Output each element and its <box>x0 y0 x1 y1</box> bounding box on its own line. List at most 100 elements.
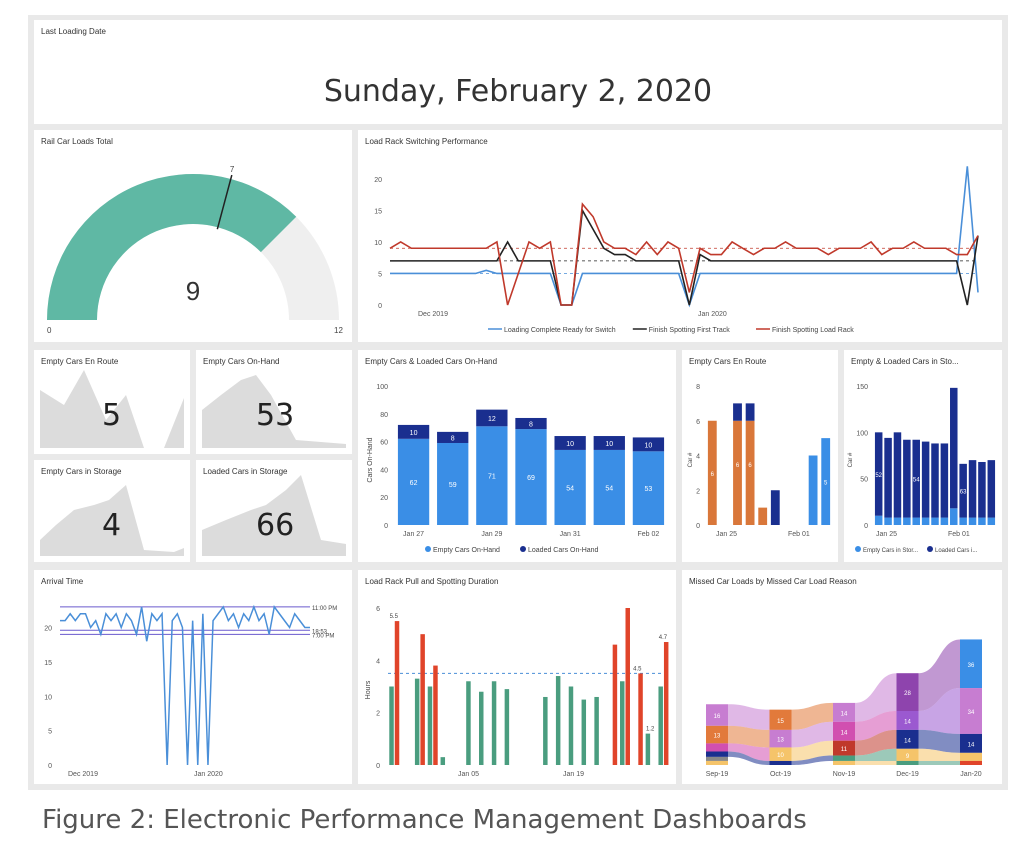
ribbon-band <box>728 743 770 761</box>
bar-pull <box>466 681 471 765</box>
series-line <box>390 207 979 306</box>
card-title: Loaded Cars in Storage <box>203 467 288 476</box>
ribbon-band <box>728 751 770 765</box>
y-tick-label: 10 <box>374 240 382 247</box>
empty-cars-en-route-card[interactable]: Empty Cars En Route 5 <box>34 350 190 454</box>
storage-chart-tile[interactable]: Empty & Loaded Cars in Sto... 0 50 100 150 C… <box>844 350 1002 562</box>
en-route-chart-tile[interactable]: Empty Cars En Route 0 2 4 6 8 Car # 6 6 6 5 Jan 25… <box>682 350 838 562</box>
y-tick-label: 80 <box>380 412 388 419</box>
ribbon-band <box>918 688 960 734</box>
loaded-cars-in-storage-card[interactable]: Loaded Cars in Storage 66 <box>196 460 352 562</box>
bar-label: 59 <box>449 482 457 489</box>
bar-pull <box>645 733 651 765</box>
ribbon-band <box>855 673 897 722</box>
x-tick-label: Jan 25 <box>716 531 737 538</box>
ribbon-segment <box>706 751 728 757</box>
segment-label: 13 <box>777 738 784 744</box>
bar-loaded <box>978 461 986 518</box>
segment-label: 16 <box>714 714 721 720</box>
bar-label: 8 <box>451 435 455 442</box>
bar-pull <box>427 686 433 765</box>
x-tick-label: Jan-20 <box>960 771 982 778</box>
figure-caption: Figure 2: Electronic Performance Managem… <box>42 805 807 835</box>
segment-label: 36 <box>968 663 975 669</box>
bar-label: 62 <box>410 480 418 487</box>
ribbon-segment <box>833 760 855 765</box>
ribbon-segment <box>769 760 792 765</box>
arrival-time-tile[interactable]: Arrival Time 0 5 10 15 20 11:00 PM 18:53 7:00 P… <box>34 570 352 784</box>
legend-dot <box>425 546 431 552</box>
bar-loaded <box>921 441 930 518</box>
bar-segment <box>733 403 742 421</box>
x-tick-label: Jan 29 <box>481 531 502 538</box>
empty-cars-in-storage-card[interactable]: Empty Cars in Storage 4 <box>34 460 190 562</box>
series-line <box>60 604 310 766</box>
x-tick-label: Jan 25 <box>876 531 897 538</box>
segment-label: 14 <box>968 742 975 748</box>
bar-spotting <box>433 665 438 765</box>
y-tick-label: 0 <box>48 763 52 770</box>
chart-title: Empty Cars En Route <box>689 357 767 366</box>
missed-car-loads-tile[interactable]: Missed Car Loads by Missed Car Load Reas… <box>682 570 1002 784</box>
bar-segment <box>770 490 780 525</box>
y-tick-label: 5 <box>378 271 382 278</box>
bar-loaded <box>959 463 967 518</box>
legend-label: Finish Spotting First Track <box>649 327 730 334</box>
card-title: Last Loading Date <box>41 27 106 36</box>
gauge-value: 9 <box>186 276 200 306</box>
cars-on-hand-tile[interactable]: Empty Cars & Loaded Cars On-Hand 0 20 40 60… <box>358 350 676 562</box>
bar-segment <box>808 455 818 525</box>
ribbon-segment <box>833 721 855 741</box>
ribbon-segment <box>706 760 728 765</box>
y-tick-label: 0 <box>696 523 700 530</box>
rail-car-loads-gauge-tile[interactable]: Rail Car Loads Total 7 9 0 12 <box>34 130 352 342</box>
bar-pull <box>389 686 394 765</box>
last-loading-date-card[interactable]: Last Loading Date Sunday, February 2, 20… <box>34 20 1002 124</box>
ribbon-segment <box>769 729 792 748</box>
y-tick-label: 0 <box>864 523 868 530</box>
bar-empty <box>921 517 930 525</box>
bar-spotting <box>625 608 630 765</box>
segment-label: 34 <box>968 710 975 716</box>
bar-loaded <box>554 436 586 450</box>
bar-spotting <box>394 621 400 765</box>
bar-empty <box>554 449 586 525</box>
bar-loaded <box>632 437 665 452</box>
bar-empty <box>912 517 920 525</box>
ribbon-segment <box>896 711 919 730</box>
ribbon-band <box>728 704 770 730</box>
x-tick-label: Oct-19 <box>770 771 791 778</box>
bar-pull <box>479 691 484 765</box>
empty-cars-on-hand-card[interactable]: Empty Cars On-Hand 53 <box>196 350 352 454</box>
bar-label: 53 <box>645 486 653 493</box>
sparkline-area <box>202 375 346 448</box>
x-tick-label: Jan 31 <box>560 531 581 538</box>
reference-label: 7:00 PM <box>312 633 334 639</box>
segment-label: 28 <box>904 691 911 697</box>
ribbon-band <box>855 748 897 761</box>
x-tick-label: Nov-19 <box>833 771 856 778</box>
pull-spotting-tile[interactable]: Load Rack Pull and Spotting Duration 0 2 4… <box>358 570 676 784</box>
legend-dot <box>855 546 861 552</box>
x-tick-label: Jan 2020 <box>698 311 727 318</box>
ribbon-band <box>791 702 833 730</box>
bar-label: 6 <box>711 472 715 478</box>
segment-label: 11 <box>841 747 848 753</box>
bar-pull <box>491 681 497 765</box>
reference-label: 18:53 <box>312 629 328 635</box>
bar-empty <box>874 515 883 525</box>
bar-pull <box>594 696 599 765</box>
gauge-min: 0 <box>47 326 52 335</box>
bar-loaded <box>893 432 902 518</box>
y-tick-label: 0 <box>378 303 382 310</box>
ribbon-segment <box>769 709 792 730</box>
card-title: Empty Cars in Storage <box>41 467 122 476</box>
bar-label: 71 <box>488 474 496 481</box>
y-tick-label: 10 <box>44 694 52 701</box>
y-tick-label: 6 <box>696 419 700 426</box>
bar-empty <box>931 517 939 525</box>
load-rack-switching-tile[interactable]: Load Rack Switching Performance 0 5 10 15 20… <box>358 130 1002 342</box>
bar-loaded <box>476 409 508 427</box>
bar-segment <box>758 507 768 525</box>
bar-loaded <box>397 424 430 439</box>
